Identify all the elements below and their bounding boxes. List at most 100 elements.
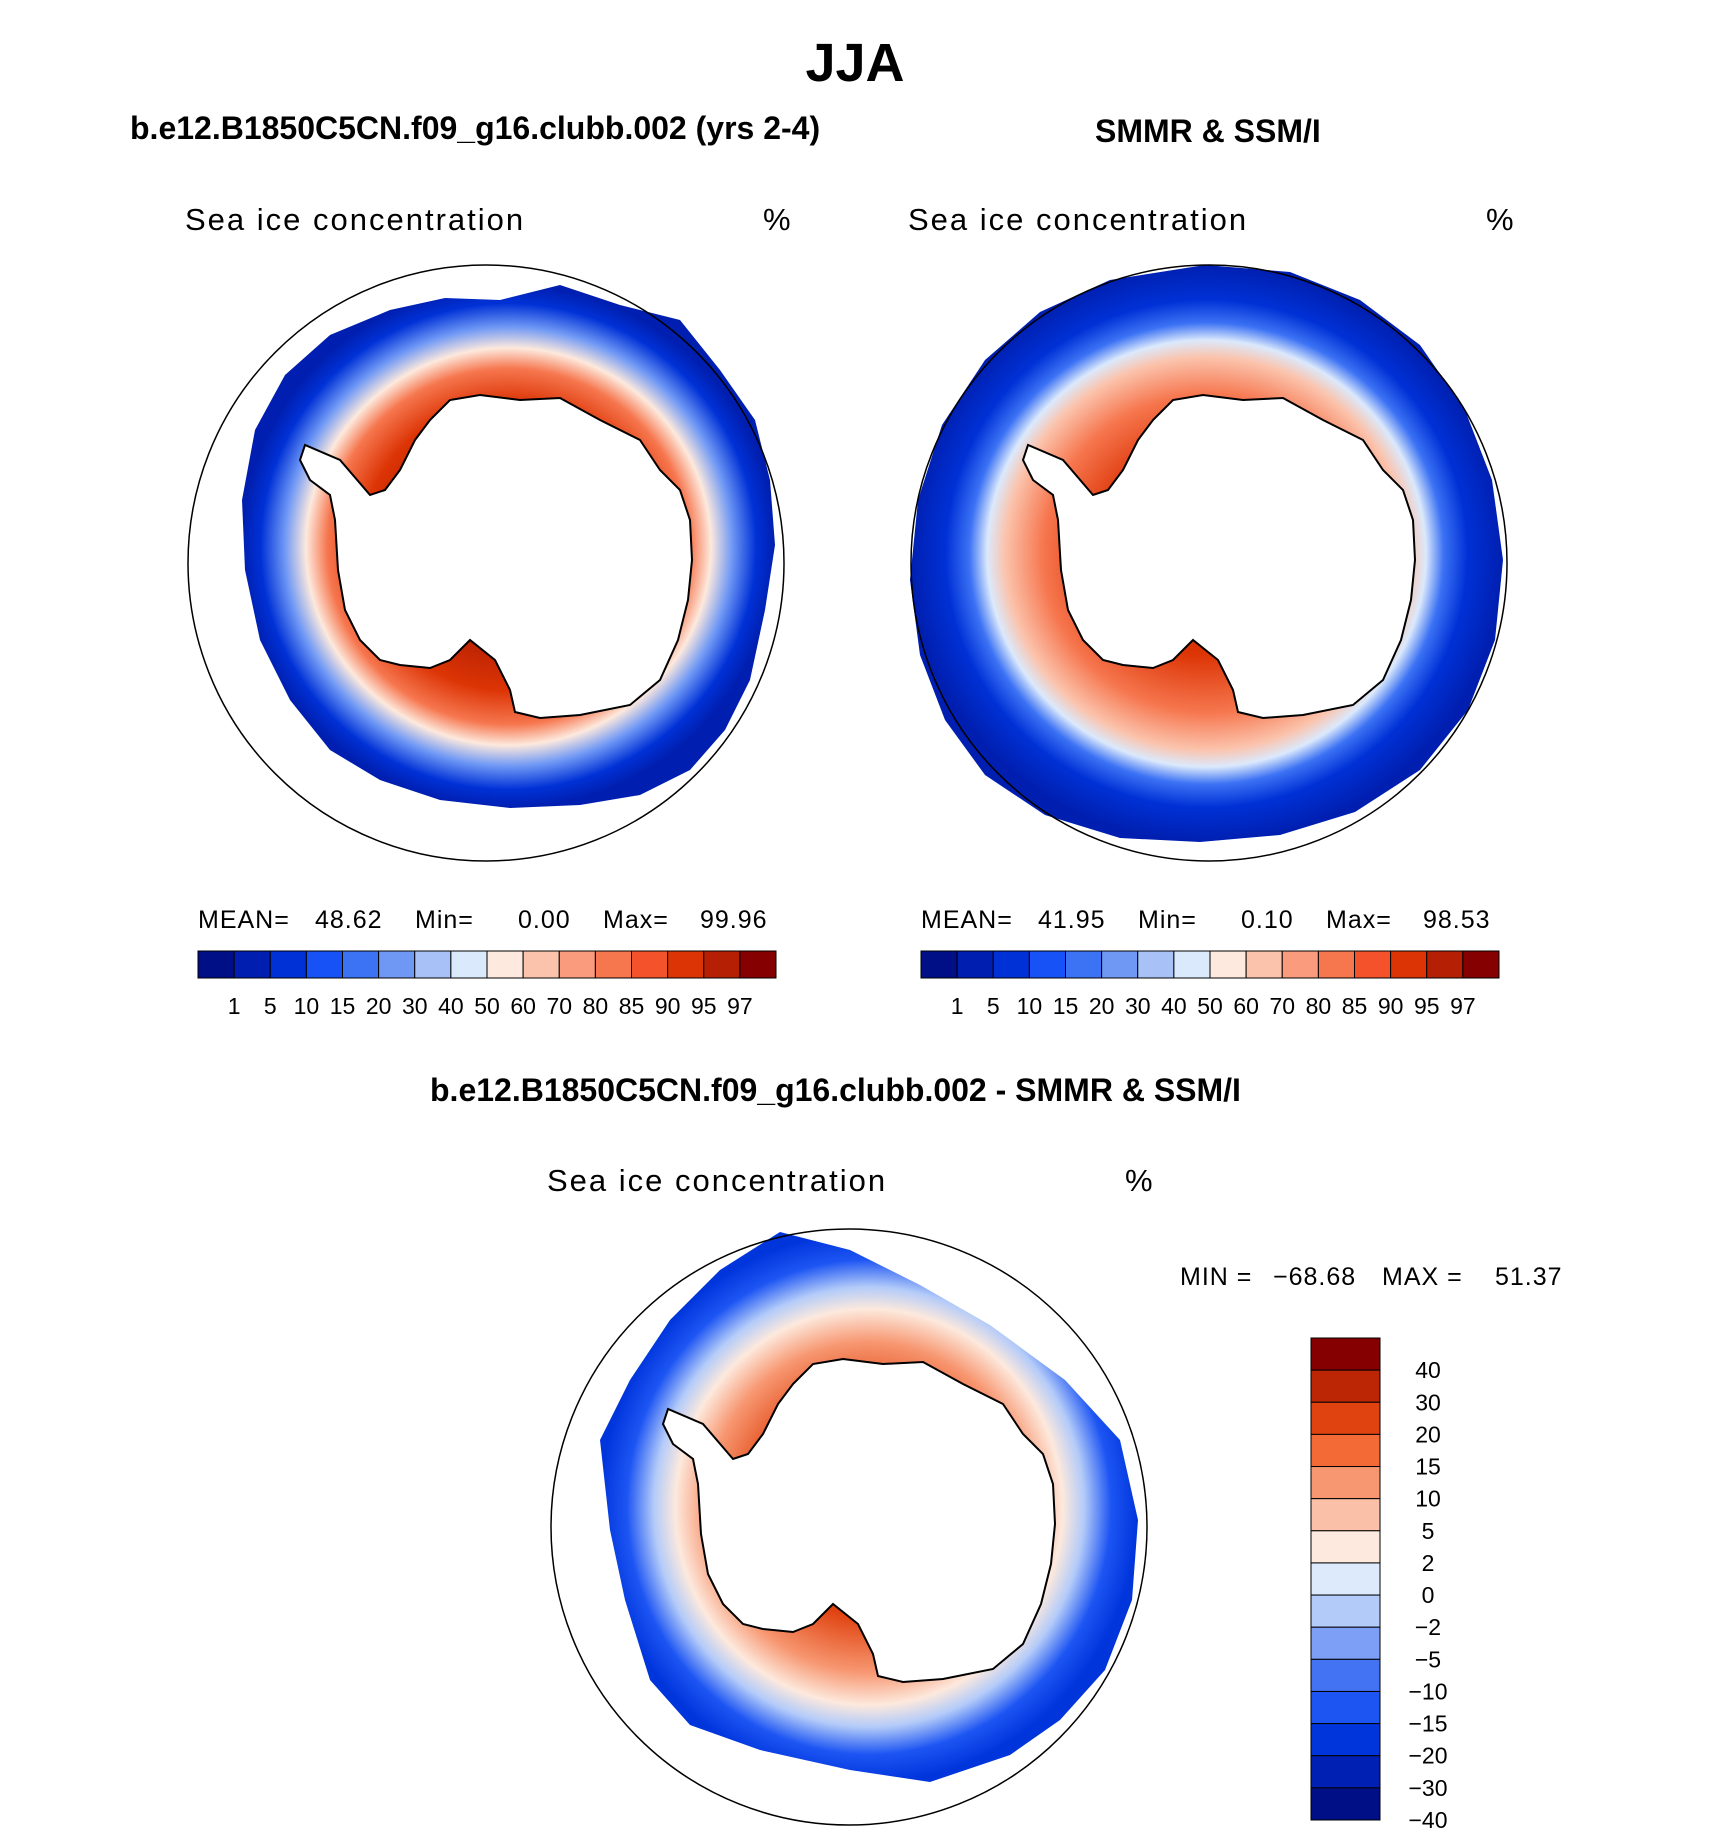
panel1-colorbar-tick-14: 97 xyxy=(727,993,753,1019)
panel3-colorbar-box-9 xyxy=(1310,1626,1381,1660)
panel3-map-boundary xyxy=(550,1228,1148,1826)
panel1-colorbar-box-10 xyxy=(558,950,596,979)
panel2-colorbar-box-7 xyxy=(1173,950,1211,979)
panel1-colorbar-box-14 xyxy=(703,950,741,979)
figure-title: JJA xyxy=(805,33,905,93)
panel2-colorbar-box-2 xyxy=(992,950,1030,979)
panel1-antarctica xyxy=(298,393,694,720)
panel3-colorbar-box-1 xyxy=(1310,1369,1381,1403)
panel1-title: b.e12.B1850C5CN.f09_g16.clubb.002 (yrs 2… xyxy=(130,110,821,146)
panel1-colorbar-tick-10: 80 xyxy=(583,993,609,1019)
panel1-colorbar-box-8 xyxy=(486,950,524,979)
panel1-colorbar-tick-1: 5 xyxy=(264,993,277,1019)
panel2-colorbar-tick-9: 70 xyxy=(1269,993,1295,1019)
panel1-min-label: Min= xyxy=(415,906,474,934)
panel1-colorbar-box-0 xyxy=(197,950,235,979)
panel1-min-value: 0.00 xyxy=(518,906,571,934)
panel1-colorbar-box-2 xyxy=(269,950,307,979)
panel3-colorbar-tick-5: 5 xyxy=(1422,1518,1435,1544)
panel1-colorbar-box-3 xyxy=(305,950,343,979)
panel1-colorbar-tick-2: 10 xyxy=(294,993,320,1019)
panel1-colorbar-box-9 xyxy=(522,950,560,979)
panel2-map xyxy=(910,264,1508,862)
panel3-max-value: 51.37 xyxy=(1495,1263,1563,1291)
panel2-colorbar-tick-10: 80 xyxy=(1306,993,1332,1019)
panel2-min-value: 0.10 xyxy=(1241,906,1294,934)
panel3-colorbar-tick-7: 0 xyxy=(1422,1582,1435,1608)
panel2-colorbar-tick-0: 1 xyxy=(951,993,964,1019)
panel3-colorbar-tick-8: −2 xyxy=(1415,1614,1441,1640)
panel1-colorbar-box-15 xyxy=(739,950,777,979)
panel1-colorbar-tick-13: 95 xyxy=(691,993,717,1019)
panel1-map xyxy=(187,264,785,862)
panel1-mean-label: MEAN= xyxy=(198,906,290,934)
panel2-colorbar-box-4 xyxy=(1065,950,1103,979)
panel1-colorbar-box-4 xyxy=(342,950,380,979)
panel2-colorbar-tick-13: 95 xyxy=(1414,993,1440,1019)
panel2-colorbar-box-1 xyxy=(956,950,994,979)
panel3-colorbar-tick-3: 15 xyxy=(1415,1454,1441,1480)
panel2-colorbar-tick-14: 97 xyxy=(1450,993,1476,1019)
panel3-colorbar-tick-6: 2 xyxy=(1422,1550,1435,1576)
panel3-colorbar-tick-13: −30 xyxy=(1408,1775,1447,1801)
panel1-colorbar-tick-12: 90 xyxy=(655,993,681,1019)
panel1-colorbar-tick-8: 60 xyxy=(510,993,536,1019)
panel2-max-label: Max= xyxy=(1326,906,1392,934)
panel2-colorbar-tick-11: 85 xyxy=(1342,993,1368,1019)
panel2-colorbar-tick-6: 40 xyxy=(1161,993,1187,1019)
panel1-colorbar-box-13 xyxy=(667,950,705,979)
panel2-colorbar-box-15 xyxy=(1462,950,1500,979)
panel3-colorbar-box-11 xyxy=(1310,1690,1381,1725)
panel3-map xyxy=(550,1228,1148,1826)
panel1-colorbar-box-1 xyxy=(233,950,271,979)
panel2-colorbar-tick-12: 90 xyxy=(1378,993,1404,1019)
panel1-variable-label: Sea ice concentration xyxy=(185,202,526,237)
panel2-colorbar-tick-2: 10 xyxy=(1017,993,1043,1019)
panel2-title: SMMR & SSM/I xyxy=(1095,113,1321,149)
panel3-colorbar-box-14 xyxy=(1310,1787,1381,1821)
panel3-colorbar-box-4 xyxy=(1310,1466,1381,1500)
panel1-colorbar-tick-3: 15 xyxy=(330,993,356,1019)
panel1-colorbar-box-12 xyxy=(631,950,669,979)
panel3-colorbar-tick-4: 10 xyxy=(1415,1486,1441,1512)
panel1-map-boundary xyxy=(187,264,785,862)
panel1-colorbar-box-6 xyxy=(414,950,452,979)
panel1-colorbar-tick-9: 70 xyxy=(546,993,572,1019)
panel1-colorbar-tick-0: 1 xyxy=(228,993,241,1019)
panel2-colorbar-box-6 xyxy=(1137,950,1175,979)
panel3-colorbar-tick-12: −20 xyxy=(1408,1743,1447,1769)
panel2-max-value: 98.53 xyxy=(1423,906,1491,934)
panel3-colorbar-box-12 xyxy=(1310,1723,1381,1757)
panel2-min-label: Min= xyxy=(1138,906,1197,934)
panel3-colorbar-box-8 xyxy=(1310,1594,1381,1628)
panel1-units-label: % xyxy=(763,202,793,237)
panel1-colorbar-box-11 xyxy=(594,950,632,979)
panel2-colorbar-tick-7: 50 xyxy=(1197,993,1223,1019)
panel3-colorbar-box-5 xyxy=(1310,1498,1381,1532)
panel3-min-label: MIN = xyxy=(1180,1263,1253,1291)
panel3-colorbar-tick-10: −10 xyxy=(1408,1678,1447,1704)
panel2-colorbar-box-10 xyxy=(1281,950,1319,979)
panel3-antarctica xyxy=(661,1357,1057,1684)
panel2-colorbar-box-12 xyxy=(1354,950,1392,979)
panel1-colorbar-box-5 xyxy=(378,950,416,979)
panel2-colorbar-box-8 xyxy=(1209,950,1247,979)
panel1-colorbar-tick-5: 30 xyxy=(402,993,428,1019)
panel2-map-boundary xyxy=(910,264,1508,862)
panel3-title: b.e12.B1850C5CN.f09_g16.clubb.002 - SMMR… xyxy=(430,1072,1241,1108)
panel1-mean-value: 48.62 xyxy=(315,906,383,934)
panel1-colorbar-tick-11: 85 xyxy=(619,993,645,1019)
panel2-colorbar-tick-4: 20 xyxy=(1089,993,1115,1019)
panel1-colorbar-tick-7: 50 xyxy=(474,993,500,1019)
panel2-colorbar: 1 5 10 15 20 30 40 50 60 70 80 85 90 95 97 xyxy=(920,950,1500,1019)
panel3-max-label: MAX = xyxy=(1382,1263,1463,1291)
panel3-colorbar-box-7 xyxy=(1310,1562,1381,1596)
panel3-colorbar-tick-9: −5 xyxy=(1415,1646,1441,1672)
panel2-antarctica xyxy=(1021,393,1417,720)
panel3-colorbar-tick-0: 40 xyxy=(1415,1357,1441,1383)
panel2-colorbar-box-9 xyxy=(1245,950,1283,979)
panel3-colorbar-box-6 xyxy=(1310,1530,1381,1564)
panel2-colorbar-box-0 xyxy=(920,950,958,979)
